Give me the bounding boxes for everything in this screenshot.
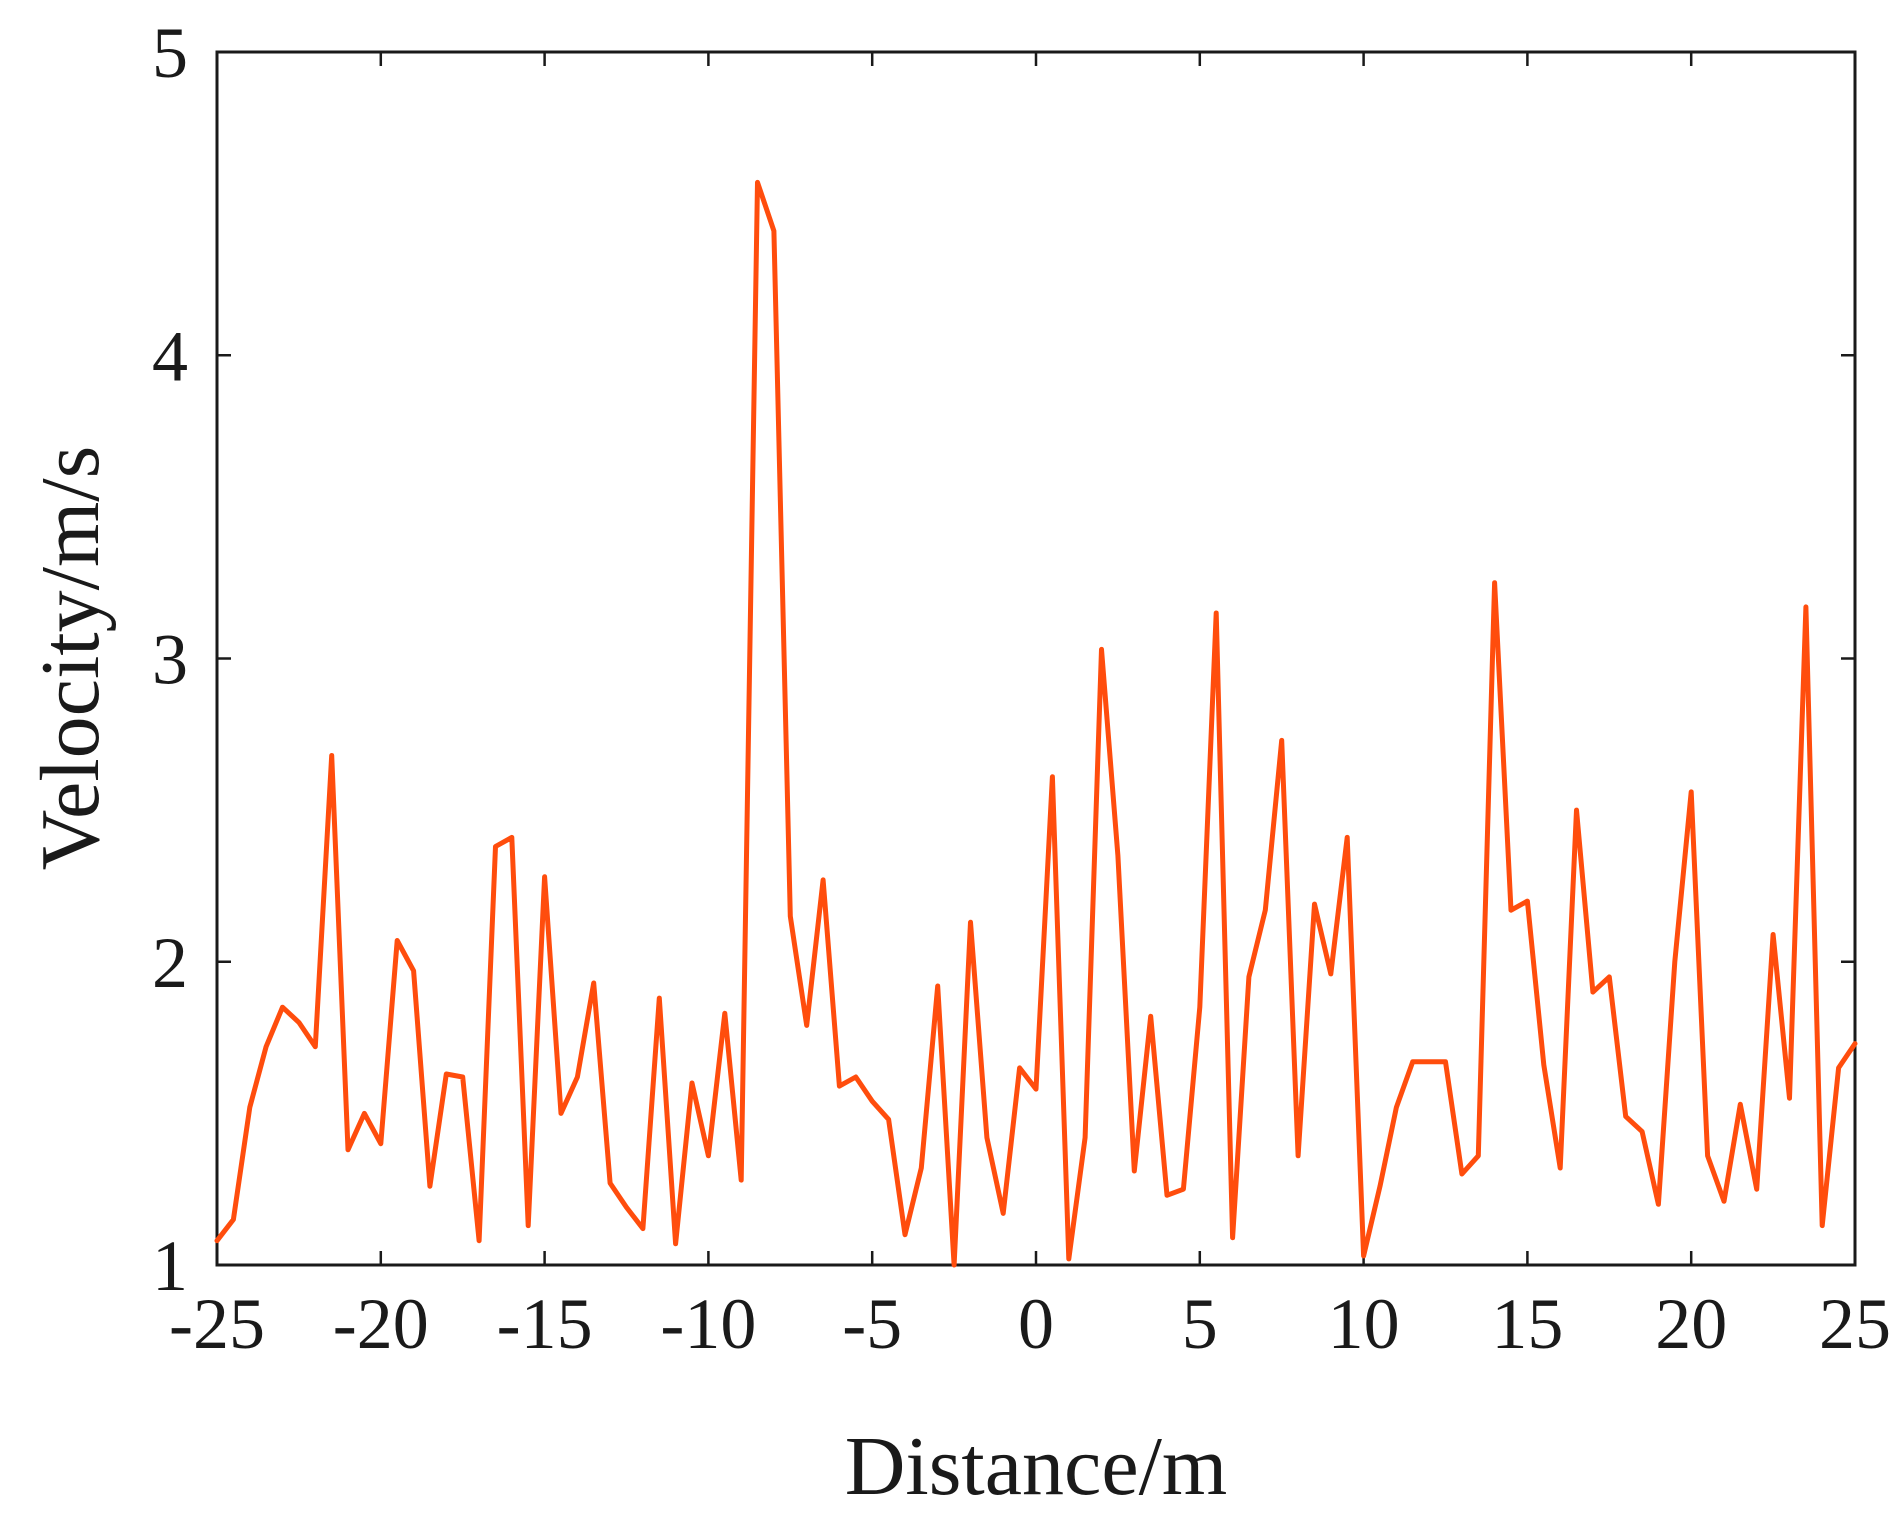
- y-tick-label: 4: [152, 316, 188, 396]
- x-tick-label: -5: [842, 1284, 902, 1364]
- x-tick-label: 25: [1819, 1284, 1891, 1364]
- x-tick-label: 15: [1491, 1284, 1563, 1364]
- x-tick-label: 5: [1182, 1284, 1218, 1364]
- y-tick-label: 5: [152, 13, 188, 93]
- y-axis-ticks: [217, 50, 1855, 1267]
- x-axis-title: Distance/m: [845, 1420, 1228, 1513]
- y-tick-label: 1: [152, 1226, 188, 1306]
- x-tick-label: 10: [1328, 1284, 1400, 1364]
- y-axis-tick-labels: 1 2 3 4 5: [152, 13, 188, 1306]
- x-tick-label: -25: [169, 1284, 265, 1364]
- y-tick-label: 3: [152, 620, 188, 700]
- series-line: [214, 179, 1858, 1268]
- series-lines: [214, 179, 1858, 1268]
- x-tick-label: -15: [497, 1284, 593, 1364]
- y-tick-label: 2: [152, 923, 188, 1003]
- x-tick-label: -10: [660, 1284, 756, 1364]
- x-tick-label: 0: [1018, 1284, 1054, 1364]
- x-tick-label: 20: [1655, 1284, 1727, 1364]
- x-tick-label: -20: [333, 1284, 429, 1364]
- x-axis-ticks: [215, 52, 1857, 1265]
- x-axis-tick-labels: -25 -20 -15 -10 -5 0 5 10 15 20 25: [169, 1284, 1891, 1364]
- y-axis-title: Velocity/m/s: [24, 446, 117, 871]
